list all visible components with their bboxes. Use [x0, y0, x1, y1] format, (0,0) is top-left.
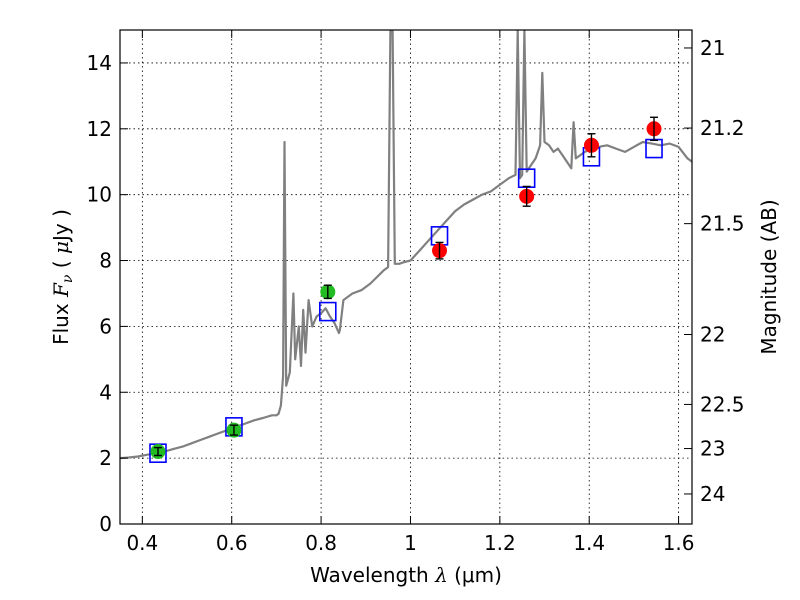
- y-tick-label: 10: [87, 183, 112, 207]
- x-tick-label: 1.2: [484, 531, 516, 555]
- plot-frame: [119, 29, 693, 525]
- spectrum-line: [120, 30, 692, 460]
- x-axis-unit: (μm): [448, 563, 502, 587]
- plot-area: [120, 30, 692, 463]
- x-tick-label: 1.4: [573, 531, 605, 555]
- x-axis-label: Wavelength λ (μm): [310, 563, 502, 587]
- y-tick-label: 6: [99, 314, 112, 338]
- y-axis-paren-open: (: [49, 254, 73, 275]
- y-axis-flux-symbol: F: [49, 282, 73, 298]
- y-axis-label-text: Flux: [49, 297, 73, 345]
- y2-tick-label: 24: [700, 482, 725, 506]
- y2-tick-label: 22: [700, 322, 725, 346]
- y-tick-label: 8: [99, 249, 112, 273]
- y-tick-label: 12: [87, 117, 112, 141]
- x-tick-label: 0.8: [305, 531, 337, 555]
- y-axis-label: Flux Fν ( μJy ): [49, 209, 76, 345]
- x-tick-label: 0.4: [126, 531, 158, 555]
- y2-tick-label: 22.5: [700, 392, 745, 416]
- y2-tick-label: 23: [700, 437, 725, 461]
- model-photometry-square: [318, 301, 337, 322]
- y2-tick-label: 21: [700, 36, 725, 60]
- axis-ticks: 0.4 0.6 0.8 1 1.2 1.4 1.6024681012142121.221.5…: [87, 30, 745, 555]
- y2-tick-label: 21.5: [700, 212, 745, 236]
- y2-axis-label: Magnitude (AB): [757, 199, 781, 354]
- grid: [120, 30, 692, 525]
- y-tick-label: 0: [99, 512, 112, 536]
- x-tick-label: 1: [404, 531, 417, 555]
- y-tick-label: 14: [87, 51, 112, 75]
- x-axis-label-text: Wavelength: [310, 563, 435, 587]
- y2-tick-label: 21.2: [700, 116, 745, 140]
- y-axis-mu-symbol: μ: [49, 241, 73, 254]
- x-axis-lambda-symbol: λ: [434, 563, 448, 587]
- y-tick-label: 4: [99, 380, 112, 404]
- y-tick-label: 2: [99, 446, 112, 470]
- x-tick-label: 1.6: [663, 531, 695, 555]
- x-tick-label: 0.6: [216, 531, 248, 555]
- y-axis-nu-subscript: ν: [60, 274, 76, 283]
- y-axis-unit: Jy ): [49, 209, 73, 243]
